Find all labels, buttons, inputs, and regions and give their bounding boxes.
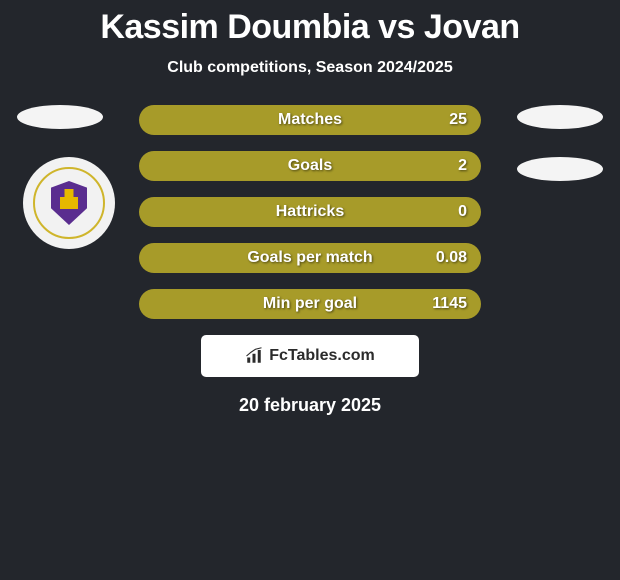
stat-label: Matches — [139, 111, 481, 129]
stat-value: 25 — [449, 111, 467, 129]
stat-bar: Goals 2 — [139, 151, 481, 181]
stat-value: 2 — [458, 157, 467, 175]
stat-bar: Hattricks 0 — [139, 197, 481, 227]
stat-bar: Min per goal 1145 — [139, 289, 481, 319]
comparison-panel: Matches 25 Goals 2 Hattricks 0 Goals per… — [0, 105, 620, 416]
subtitle: Club competitions, Season 2024/2025 — [0, 59, 620, 77]
stat-value: 0 — [458, 203, 467, 221]
stat-label: Hattricks — [139, 203, 481, 221]
brand-logo: FcTables.com — [245, 347, 375, 365]
stat-label: Goals — [139, 157, 481, 175]
stat-bars: Matches 25 Goals 2 Hattricks 0 Goals per… — [139, 105, 481, 319]
club-badge-shield-icon — [49, 181, 89, 225]
stat-bar: Goals per match 0.08 — [139, 243, 481, 273]
date-label: 20 february 2025 — [0, 395, 620, 416]
player-left-placeholder — [17, 105, 103, 129]
club-badge-ring — [33, 167, 105, 239]
page-title: Kassim Doumbia vs Jovan — [0, 0, 620, 47]
player-right-placeholder-1 — [517, 105, 603, 129]
club-badge — [23, 157, 115, 249]
brand-text: FcTables.com — [269, 347, 375, 365]
stat-value: 1145 — [432, 295, 467, 313]
stat-label: Min per goal — [139, 295, 481, 313]
brand-logo-box: FcTables.com — [201, 335, 419, 377]
stat-label: Goals per match — [139, 249, 481, 267]
stat-bar: Matches 25 — [139, 105, 481, 135]
player-right-placeholder-2 — [517, 157, 603, 181]
bar-chart-icon — [245, 347, 263, 365]
stat-value: 0.08 — [436, 249, 467, 267]
